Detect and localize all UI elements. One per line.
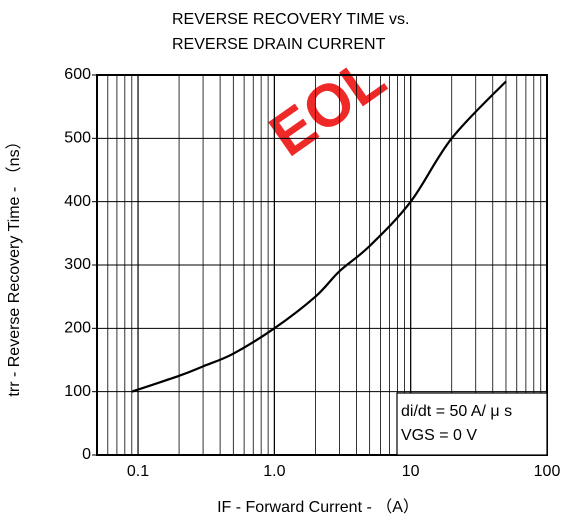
watermark: EOL [258,43,397,169]
x-tick-label: 0.1 [127,463,149,480]
x-tick-label: 100 [534,463,561,480]
annotation: di/dt = 50 A/ μ s [401,403,512,420]
y-axis-label: trr - Reverse Recovery Time - （ns） [5,133,23,396]
y-tick-label: 400 [64,193,91,210]
chart-subtitle: REVERSE DRAIN CURRENT [172,36,386,53]
y-tick-label: 0 [82,446,91,463]
x-tick-label: 1.0 [263,463,285,480]
y-tick-label: 600 [64,66,91,83]
x-axis-label: IF - Forward Current - （A） [217,498,419,516]
x-tick-label: 10 [402,463,420,480]
annotation-box [396,392,548,456]
y-tick-label: 500 [64,130,91,147]
chart-title: REVERSE RECOVERY TIME vs. [172,11,409,28]
line [131,80,507,393]
y-tick-label: 200 [64,320,91,337]
y-tick-label: 300 [64,256,91,273]
y-tick-label: 100 [64,383,91,400]
plot-frame [96,74,548,456]
annotation: VGS = 0 V [401,427,477,444]
